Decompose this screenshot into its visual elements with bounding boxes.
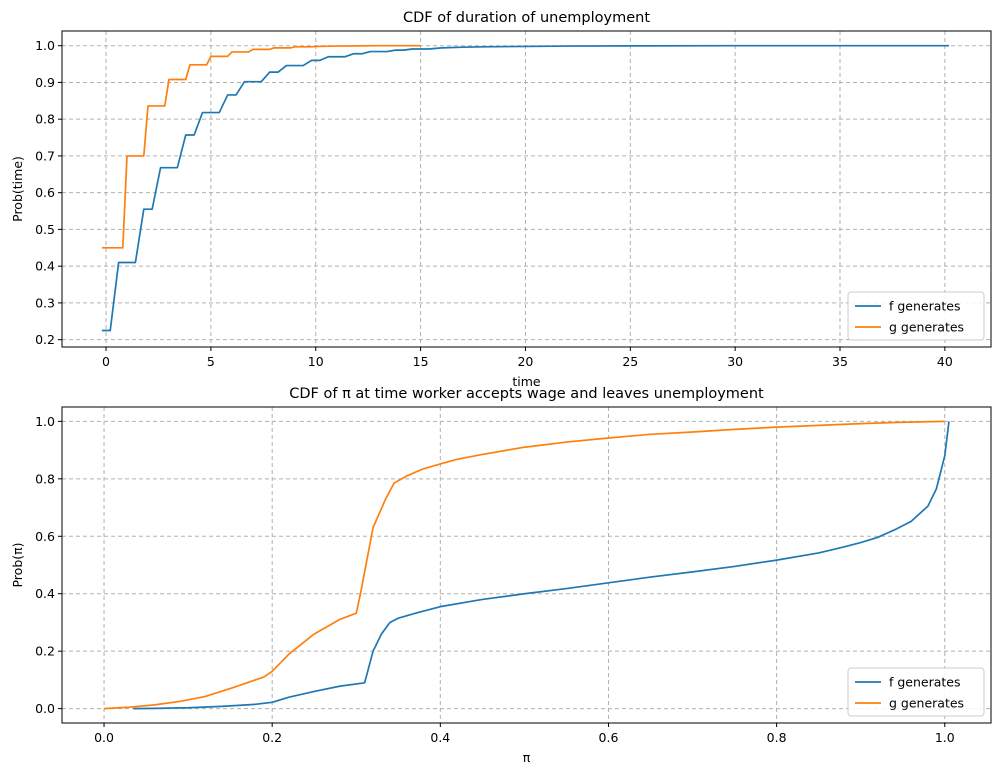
chart1-x-tick-label: 40 [937, 354, 953, 369]
chart1-x-axis: 0 5 10 15 20 25 30 35 40 [102, 347, 953, 369]
chart1-series-line-g [101, 44, 421, 249]
chart1-y-tick-label: 0.2 [35, 332, 55, 347]
chart1-y-tick-label: 0.9 [35, 75, 55, 90]
chart2-y-tick-label: 0.2 [35, 644, 55, 659]
chart1-x-tick-label: 0 [102, 354, 110, 369]
chart1-x-tick-label: 30 [727, 354, 743, 369]
chart1-x-tick-label: 35 [832, 354, 848, 369]
chart2-x-axis-label: π [523, 750, 531, 765]
chart1-y-tick-label: 0.6 [35, 185, 55, 200]
chart2-x-tick-label: 0.0 [94, 730, 114, 745]
chart2-x-tick-label: 1.0 [935, 730, 955, 745]
chart1-legend-label-g: g generates [889, 320, 964, 335]
chart1-y-tick-label: 0.3 [35, 295, 55, 310]
chart2-y-tick-label: 0.4 [35, 586, 55, 601]
chart1-series-line-f [101, 44, 950, 332]
chart2-legend: f generates g generates [847, 667, 985, 717]
chart1-y-tick-label: 1.0 [35, 38, 55, 53]
chart2-y-tick-label: 1.0 [35, 414, 55, 429]
chart2-plot-frame [61, 406, 992, 724]
chart2-y-tick-label: 0.6 [35, 529, 55, 544]
chart1-y-tick-label: 0.4 [35, 259, 55, 274]
chart2-series [103, 420, 950, 710]
chart2-legend-label-f: f generates [889, 675, 961, 690]
chart1-x-tick-label: 5 [207, 354, 215, 369]
chart2-y-axis-label: Prob(π) [10, 542, 25, 587]
chart2-y-axis: 0.0 0.2 0.4 0.6 0.8 1.0 [35, 414, 62, 716]
chart1-y-tick-label: 0.5 [35, 222, 55, 237]
chart1: 0 5 10 15 20 25 30 35 40 0.2 0.3 0.4 0.5 0.6 0.7 0.8 0.9… [10, 10, 992, 389]
chart1-y-tick-label: 0.8 [35, 112, 55, 127]
chart1-series [101, 44, 950, 332]
chart1-grid [62, 31, 991, 347]
chart1-x-axis-label: time [512, 374, 541, 389]
chart2: 0.0 0.2 0.4 0.6 0.8 1.0 0.0 0.2 0.4 0.6 0.8 1.0 CDF … [10, 386, 992, 765]
chart1-x-tick-label: 20 [517, 354, 533, 369]
chart1-title: CDF of duration of unemployment [403, 10, 650, 26]
chart2-x-tick-label: 0.2 [262, 730, 282, 745]
chart2-x-tick-label: 0.4 [430, 730, 450, 745]
chart1-legend-box [847, 291, 985, 341]
chart2-x-tick-label: 0.6 [599, 730, 619, 745]
chart1-x-tick-label: 25 [622, 354, 638, 369]
chart2-series-line-g [103, 420, 945, 710]
chart1-y-tick-label: 0.7 [35, 148, 55, 163]
chart2-legend-label-g: g generates [889, 696, 964, 711]
chart1-legend: f generates g generates [847, 291, 985, 341]
chart2-title: CDF of π at time worker accepts wage and… [289, 386, 764, 402]
chart2-series-line-f [133, 421, 950, 710]
chart1-legend-label-f: f generates [889, 299, 961, 314]
chart2-x-axis: 0.0 0.2 0.4 0.6 0.8 1.0 [94, 723, 955, 745]
chart2-y-tick-label: 0.0 [35, 701, 55, 716]
chart1-plot-frame [61, 30, 992, 348]
chart1-y-axis-label: Prob(time) [10, 156, 25, 222]
chart2-legend-box [847, 667, 985, 717]
chart2-x-tick-label: 0.8 [767, 730, 787, 745]
chart2-y-tick-label: 0.8 [35, 471, 55, 486]
chart1-x-tick-label: 10 [308, 354, 324, 369]
chart1-x-tick-label: 15 [413, 354, 429, 369]
chart1-y-axis: 0.2 0.3 0.4 0.5 0.6 0.7 0.8 0.9 1.0 [35, 38, 62, 347]
